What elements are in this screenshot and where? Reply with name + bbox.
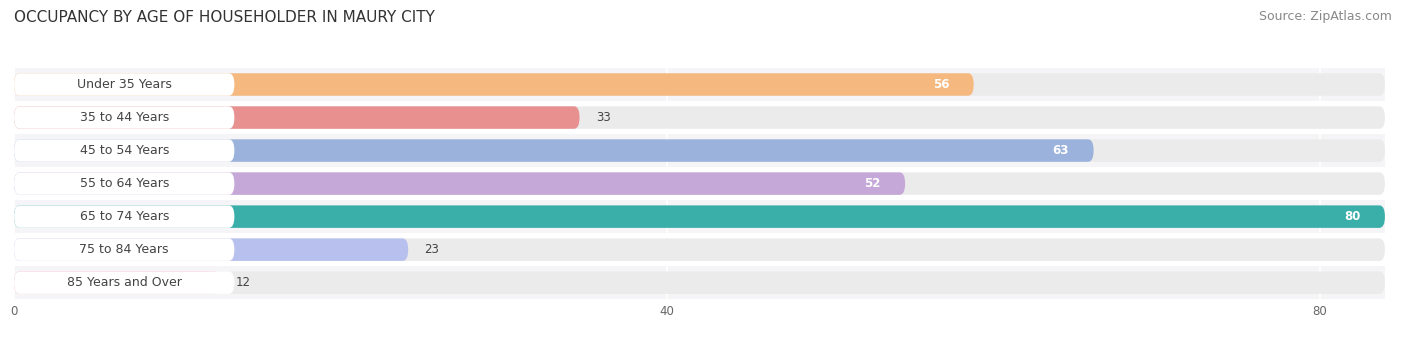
Text: 23: 23	[425, 243, 439, 256]
Text: Source: ZipAtlas.com: Source: ZipAtlas.com	[1258, 10, 1392, 23]
Text: 75 to 84 Years: 75 to 84 Years	[80, 243, 169, 256]
FancyBboxPatch shape	[14, 238, 1385, 261]
FancyBboxPatch shape	[14, 172, 1385, 195]
Text: OCCUPANCY BY AGE OF HOUSEHOLDER IN MAURY CITY: OCCUPANCY BY AGE OF HOUSEHOLDER IN MAURY…	[14, 10, 434, 25]
FancyBboxPatch shape	[14, 106, 235, 129]
FancyBboxPatch shape	[14, 106, 579, 129]
Text: 12: 12	[236, 276, 252, 289]
Text: 65 to 74 Years: 65 to 74 Years	[80, 210, 169, 223]
FancyBboxPatch shape	[14, 205, 1385, 228]
FancyBboxPatch shape	[14, 106, 1385, 129]
FancyBboxPatch shape	[14, 238, 408, 261]
Text: 45 to 54 Years: 45 to 54 Years	[80, 144, 169, 157]
Bar	[14, 200, 1385, 233]
FancyBboxPatch shape	[14, 73, 235, 96]
FancyBboxPatch shape	[14, 271, 235, 294]
Bar	[14, 101, 1385, 134]
FancyBboxPatch shape	[14, 73, 973, 96]
FancyBboxPatch shape	[14, 73, 1385, 96]
FancyBboxPatch shape	[14, 172, 905, 195]
Text: 56: 56	[932, 78, 949, 91]
Text: 85 Years and Over: 85 Years and Over	[66, 276, 181, 289]
Text: 55 to 64 Years: 55 to 64 Years	[80, 177, 169, 190]
Bar	[14, 134, 1385, 167]
Text: Under 35 Years: Under 35 Years	[77, 78, 172, 91]
FancyBboxPatch shape	[14, 205, 235, 228]
Text: 33: 33	[596, 111, 610, 124]
Bar	[14, 167, 1385, 200]
Text: 80: 80	[1344, 210, 1361, 223]
FancyBboxPatch shape	[14, 139, 235, 162]
Bar	[14, 233, 1385, 266]
FancyBboxPatch shape	[14, 139, 1385, 162]
FancyBboxPatch shape	[14, 172, 235, 195]
FancyBboxPatch shape	[14, 271, 1385, 294]
Text: 52: 52	[865, 177, 880, 190]
FancyBboxPatch shape	[14, 139, 1094, 162]
FancyBboxPatch shape	[14, 271, 219, 294]
Text: 35 to 44 Years: 35 to 44 Years	[80, 111, 169, 124]
FancyBboxPatch shape	[14, 205, 1385, 228]
Text: 63: 63	[1053, 144, 1069, 157]
Bar	[14, 266, 1385, 299]
FancyBboxPatch shape	[14, 238, 235, 261]
Bar	[14, 68, 1385, 101]
